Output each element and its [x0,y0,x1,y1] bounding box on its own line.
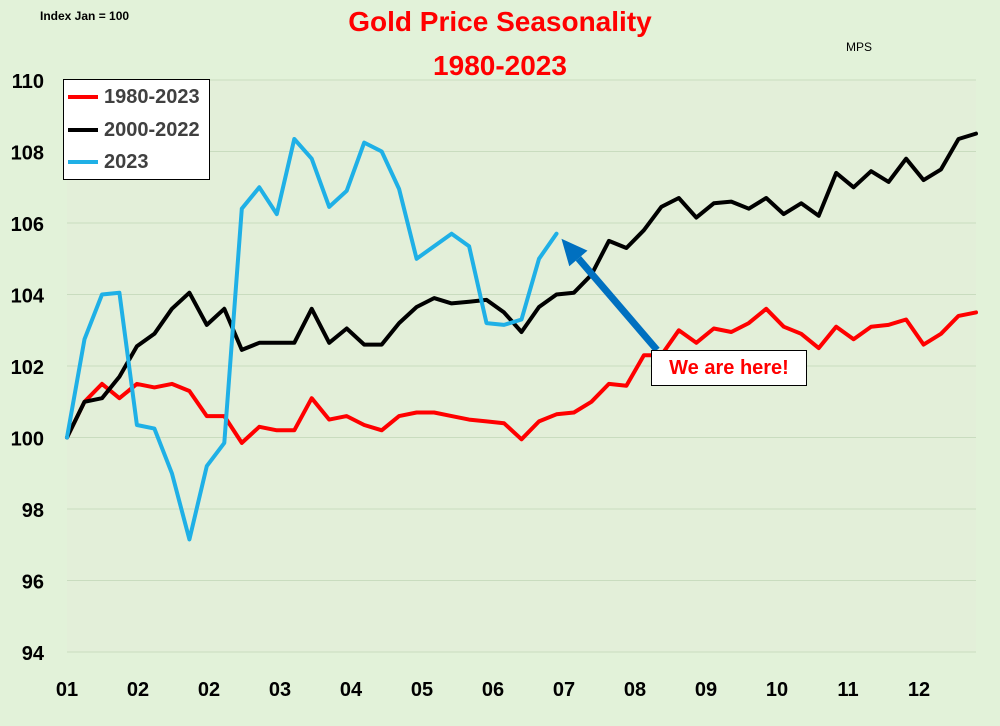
legend-item: 1980-2023 [68,83,200,111]
chart-title: Gold Price Seasonality [348,6,652,37]
annotation-arrow [561,238,660,353]
y-tick-label: 106 [11,214,44,236]
legend-swatch [68,95,98,99]
x-tick-label: 10 [766,679,788,701]
legend-swatch [68,160,98,164]
y-tick-label: 100 [11,429,44,451]
x-tick-label: 06 [482,679,504,701]
x-tick-label: 03 [269,679,291,701]
y-tick-label: 98 [22,500,44,522]
legend: 1980-2023 2000-2022 2023 [63,79,210,180]
series-line [65,306,978,445]
y-tick-label: 94 [22,643,45,665]
source-note: MPS [846,40,873,54]
y-tick-label: 110 [12,71,44,93]
y-tick-label: 96 [22,572,44,594]
arrow-shaft [575,256,660,353]
y-tick-label: 108 [11,143,44,165]
x-tick-label: 04 [340,679,363,701]
x-tick-label: 09 [695,679,717,701]
y-axis-label: Index Jan = 100 [40,9,130,23]
x-tick-label: 11 [837,679,858,701]
series-line [65,137,559,542]
arrow-head [561,238,588,267]
x-tick-label: 05 [411,679,433,701]
legend-item: 2023 [68,148,149,176]
legend-label: 2000-2022 [104,118,200,141]
legend-label: 1980-2023 [104,85,200,108]
series-line [65,131,978,440]
annotation-callout: We are here! [651,350,807,386]
gridlines [67,79,976,653]
axes: 94 96 98 100 102 104 106 108 110 01 02 02 03 04 05 06 07… [11,71,931,701]
x-tick-label: 02 [127,679,149,701]
x-tick-label: 07 [553,679,575,701]
y-tick-label: 102 [11,357,44,379]
x-tick-label: 01 [56,679,78,701]
y-tick-label: 104 [11,286,45,308]
x-tick-label: 12 [908,679,930,701]
x-tick-label: 08 [624,679,646,701]
legend-label: 2023 [104,150,149,173]
x-tick-label: 02 [198,679,220,701]
series-lines [65,131,978,542]
legend-swatch [68,128,98,132]
legend-item: 2000-2022 [68,116,200,144]
chart-subtitle: 1980-2023 [433,50,567,81]
